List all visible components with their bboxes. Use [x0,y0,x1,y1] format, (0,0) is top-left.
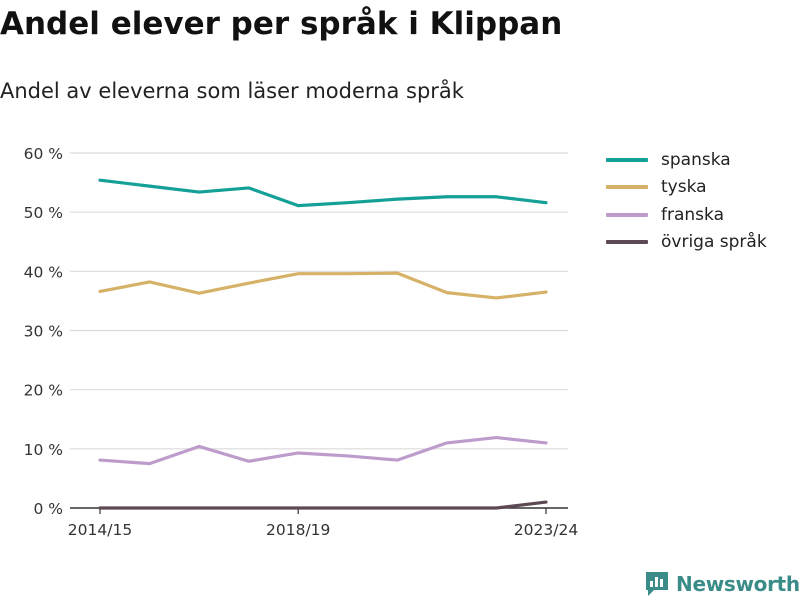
x-tick-label: 2018/19 [266,521,330,539]
brand-logo[interactable]: Newsworthy [644,570,800,598]
x-tick-label: 2014/15 [68,521,132,539]
legend-item[interactable]: tyska [606,174,767,202]
legend-swatch [606,240,648,245]
legend-swatch [606,185,648,190]
series-line--vriga-spr-k [98,500,548,510]
y-tick-label: 0 % [33,500,63,518]
y-tick-label: 30 % [24,323,63,341]
chart-title: Andel elever per språk i Klippan [0,6,563,42]
newsworthy-logo-icon [646,572,668,596]
y-tick-label: 60 % [24,145,63,163]
series-line-spanska [98,178,548,208]
y-tick-label: 40 % [24,263,63,281]
series-line-tyska [98,271,548,300]
series-line-franska [98,435,548,466]
legend-item[interactable]: spanska [606,146,767,174]
y-tick-label: 50 % [24,204,63,222]
legend: spanska tyska franska övriga språk [606,146,767,256]
brand-name: Newsworthy [676,572,800,596]
legend-swatch [606,157,648,162]
legend-label: spanska [661,149,731,170]
legend-label: övriga språk [661,232,767,253]
y-tick-label: 10 % [24,441,63,459]
legend-label: franska [661,204,724,225]
y-tick-label: 20 % [24,382,63,400]
x-tick-label: 2023/24 [514,521,578,539]
legend-label: tyska [661,177,707,198]
chart-subtitle: Andel av eleverna som läser moderna språ… [0,79,464,103]
legend-swatch [606,212,648,217]
legend-item[interactable]: övriga språk [606,229,767,257]
legend-item[interactable]: franska [606,201,767,229]
